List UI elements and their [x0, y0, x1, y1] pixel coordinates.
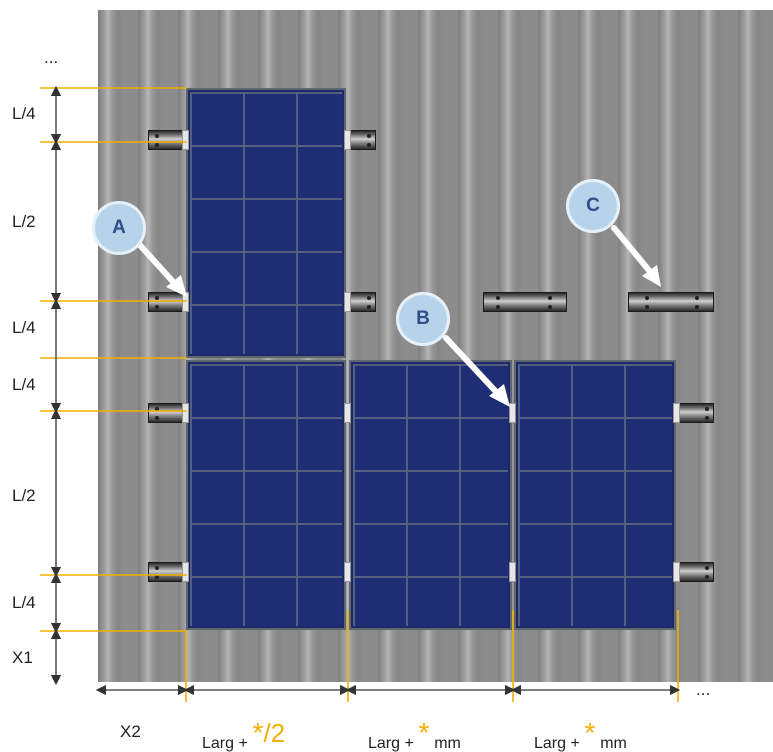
- larg-mm-unit-1: mm: [434, 735, 461, 752]
- solar-panel-top: [186, 88, 346, 358]
- larg-mm-prefix-1: Larg +: [368, 735, 414, 752]
- dim-label-x2: X2: [120, 722, 141, 741]
- roof-background: [98, 10, 773, 682]
- dim-label-l2-2: L/2: [12, 486, 36, 505]
- larg-mm-prefix-2: Larg +: [534, 735, 580, 752]
- spare-rail-center: [483, 292, 567, 312]
- mid-clamp: [509, 403, 516, 423]
- solar-panel-bottom-left: [186, 360, 346, 630]
- end-clamp: [344, 292, 351, 312]
- solar-panel-bottom-middle: [349, 360, 512, 630]
- mid-clamp: [509, 562, 516, 582]
- dim-label-l4-1: L/4: [12, 104, 36, 123]
- end-clamp: [673, 562, 680, 582]
- spare-rail-c: [628, 292, 714, 312]
- larg-half-prefix: Larg +: [202, 735, 248, 752]
- dim-label-l4-4: L/4: [12, 593, 36, 612]
- dim-label-l4-2: L/4: [12, 318, 36, 337]
- right-ellipsis: ...: [696, 680, 711, 699]
- dim-label-l2-1: L/2: [12, 212, 36, 231]
- dim-label-larg-mm-2: Larg + * mm: [534, 717, 627, 752]
- dim-label-l4-3: L/4: [12, 375, 36, 394]
- top-ellipsis: ...: [44, 48, 59, 67]
- callout-a-badge: A: [92, 201, 146, 255]
- larg-mm-star-1: *: [418, 717, 430, 748]
- callout-c-badge: C: [566, 179, 620, 233]
- callout-b-badge: B: [396, 292, 450, 346]
- larg-mm-unit-2: mm: [600, 735, 627, 752]
- mid-clamp: [344, 403, 351, 423]
- end-clamp: [344, 130, 351, 150]
- dim-label-x1: X1: [12, 648, 33, 667]
- end-clamp: [182, 403, 189, 423]
- dim-label-larg-mm-1: Larg + * mm: [368, 717, 461, 752]
- mounting-rail: [676, 562, 714, 582]
- mounting-rail: [148, 292, 186, 312]
- larg-half-star: *: [252, 717, 264, 748]
- larg-half-suffix: /2: [263, 718, 286, 748]
- larg-mm-star-2: *: [584, 717, 596, 748]
- end-clamp: [182, 562, 189, 582]
- mid-clamp: [344, 562, 351, 582]
- dim-label-larg-half: Larg + */2: [202, 717, 286, 752]
- solar-panel-bottom-right: [514, 360, 676, 630]
- end-clamp: [182, 130, 189, 150]
- end-clamp: [673, 403, 680, 423]
